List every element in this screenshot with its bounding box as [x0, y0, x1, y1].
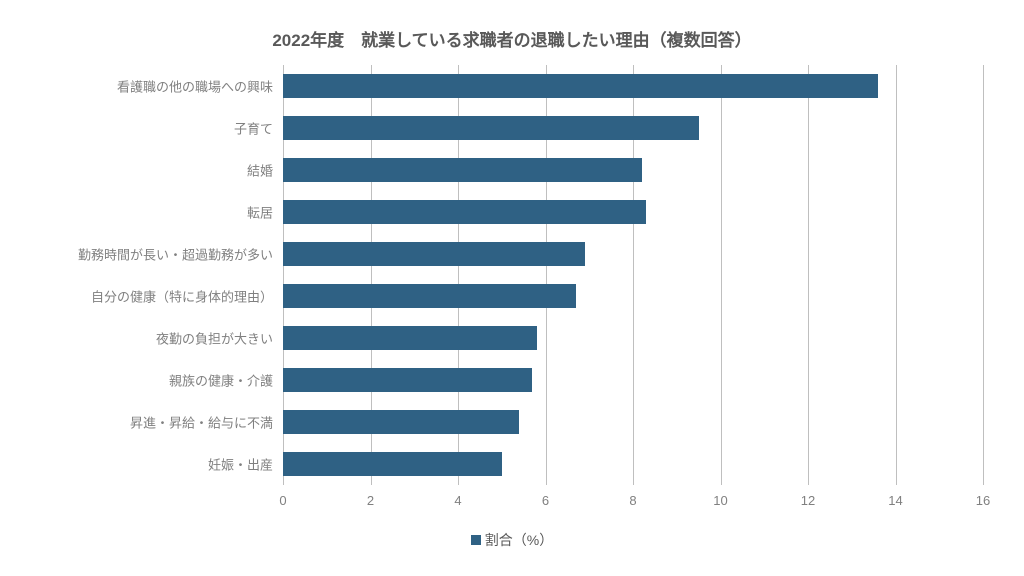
bar	[283, 410, 519, 433]
y-category-label: 自分の健康（特に身体的理由）	[91, 287, 283, 306]
y-category-label: 転居	[247, 203, 283, 222]
bar	[283, 284, 576, 307]
chart-title: 2022年度 就業している求職者の退職したい理由（複数回答）	[0, 26, 1024, 51]
bar	[283, 326, 537, 349]
gridline	[721, 65, 722, 485]
x-tick-label: 12	[801, 485, 815, 508]
gridline	[983, 65, 984, 485]
bar	[283, 368, 532, 391]
bar	[283, 242, 585, 265]
bar	[283, 116, 699, 139]
x-tick-label: 10	[713, 485, 727, 508]
y-category-label: 親族の健康・介護	[169, 371, 283, 390]
bar	[283, 452, 502, 475]
x-tick-label: 8	[629, 485, 636, 508]
x-tick-label: 0	[279, 485, 286, 508]
gridline	[896, 65, 897, 485]
y-category-label: 子育て	[234, 119, 283, 138]
x-tick-label: 2	[367, 485, 374, 508]
legend: 割合（%）	[0, 530, 1024, 550]
x-tick-label: 14	[888, 485, 902, 508]
bar	[283, 200, 646, 223]
y-category-label: 勤務時間が長い・超過勤務が多い	[78, 245, 283, 264]
gridline	[808, 65, 809, 485]
y-category-label: 妊娠・出産	[208, 455, 283, 474]
y-category-label: 結婚	[247, 161, 283, 180]
bar	[283, 74, 878, 97]
chart-container: 2022年度 就業している求職者の退職したい理由（複数回答） 024681012…	[0, 0, 1024, 576]
legend-swatch	[471, 535, 481, 545]
x-tick-label: 6	[542, 485, 549, 508]
bar	[283, 158, 642, 181]
y-category-label: 夜勤の負担が大きい	[156, 329, 283, 348]
plot-area: 0246810121416看護職の他の職場への興味子育て結婚転居勤務時間が長い・…	[283, 65, 983, 485]
x-tick-label: 4	[454, 485, 461, 508]
legend-label: 割合（%）	[485, 532, 553, 548]
y-category-label: 昇進・昇給・給与に不満	[130, 413, 283, 432]
y-category-label: 看護職の他の職場への興味	[117, 77, 283, 96]
x-tick-label: 16	[976, 485, 990, 508]
